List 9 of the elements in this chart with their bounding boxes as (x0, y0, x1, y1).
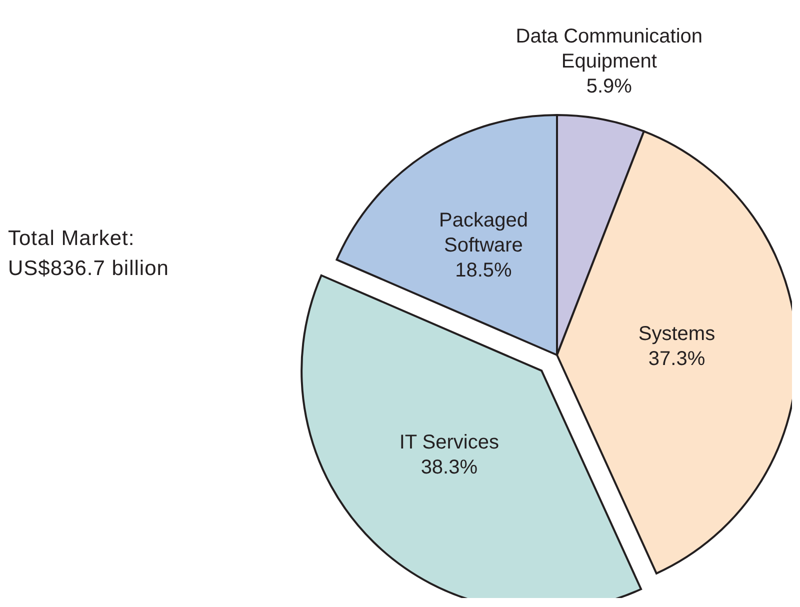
data-label: 38.3% (420, 456, 478, 478)
data-label: 37.3% (648, 348, 706, 370)
data-label: 18.5% (455, 260, 512, 282)
text: Total Market: US$836.7 billion (8, 226, 170, 282)
slice-label: Systems (638, 322, 716, 345)
data-label: 5.9% (586, 75, 632, 98)
slice-label: Data Communication Equipment (516, 25, 703, 72)
slice-label: IT Services (399, 431, 500, 454)
slice-label: Packaged Software (439, 210, 528, 257)
